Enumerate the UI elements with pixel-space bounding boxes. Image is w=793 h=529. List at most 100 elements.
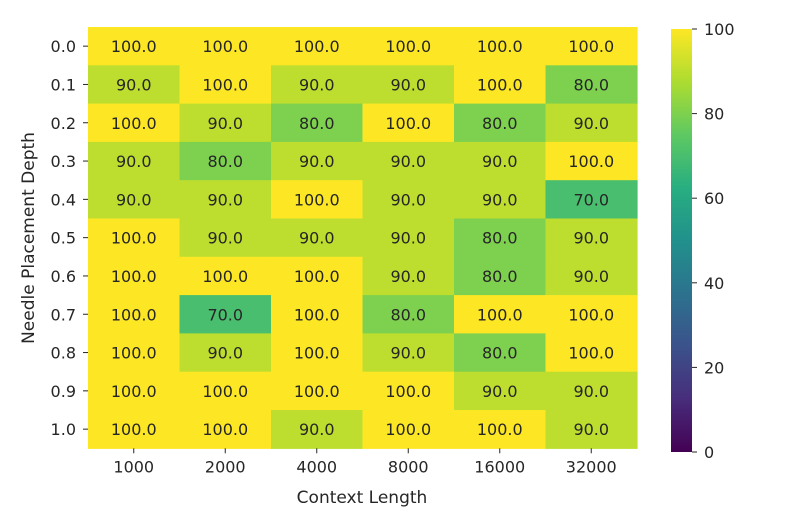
- cell-value-label: 80.0: [299, 114, 335, 133]
- y-tick-label: 0.0: [51, 37, 76, 56]
- heatmap-cell: [271, 295, 364, 334]
- cell-value-label: 100.0: [202, 420, 248, 439]
- heatmap-cell: [545, 103, 638, 143]
- cell-value-label: 100.0: [477, 420, 523, 439]
- heatmap-cells: [88, 27, 638, 449]
- y-tick-label: 0.4: [51, 190, 76, 209]
- heatmap-cell: [88, 371, 181, 411]
- cell-value-label: 100.0: [568, 305, 614, 324]
- cell-value-label: 100.0: [385, 420, 431, 439]
- heatmap-cell: [362, 141, 455, 181]
- cell-value-label: 100.0: [568, 152, 614, 171]
- heatmap-cell: [88, 410, 181, 449]
- heatmap-cell: [179, 103, 272, 143]
- cell-value-label: 90.0: [482, 190, 518, 209]
- cell-value-label: 100.0: [477, 37, 523, 56]
- heatmap-cell: [454, 371, 547, 411]
- cell-value-label: 100.0: [202, 37, 248, 56]
- heatmap-cell: [271, 256, 364, 296]
- heatmap-cell: [88, 103, 181, 143]
- x-tick-label: 4000: [296, 457, 337, 476]
- y-tick-label: 0.6: [51, 267, 76, 286]
- colorbar-tick-label: 20: [704, 358, 724, 377]
- cell-value-label: 100.0: [294, 344, 340, 363]
- heatmap-cell: [271, 218, 364, 258]
- cell-value-label: 90.0: [299, 229, 335, 248]
- cell-value-label: 100.0: [111, 267, 157, 286]
- heatmap-cell: [179, 218, 272, 258]
- y-tick-label: 0.3: [51, 152, 76, 171]
- heatmap-cell-labels: 100.0 100.0 100.0 100.0 100.0 100.0 90.0 100.0 9…: [111, 37, 614, 439]
- cell-value-label: 90.0: [299, 420, 335, 439]
- heatmap-cell: [271, 141, 364, 181]
- heatmap-cell: [179, 27, 272, 66]
- heatmap-cell: [362, 180, 455, 220]
- heatmap-cell: [362, 295, 455, 334]
- heatmap-cell: [545, 371, 638, 411]
- heatmap-cell: [545, 218, 638, 258]
- heatmap-cell: [271, 371, 364, 411]
- cell-value-label: 80.0: [482, 267, 518, 286]
- cell-value-label: 90.0: [390, 267, 426, 286]
- colorbar-tick-label: 60: [704, 189, 724, 208]
- y-tick-label: 0.2: [51, 114, 76, 133]
- cell-value-label: 100.0: [111, 305, 157, 324]
- cell-value-label: 90.0: [573, 382, 609, 401]
- x-tick-label: 32000: [566, 457, 617, 476]
- heatmap-cell: [545, 295, 638, 334]
- cell-value-label: 90.0: [573, 267, 609, 286]
- cell-value-label: 100.0: [294, 267, 340, 286]
- heatmap-cell: [88, 65, 181, 105]
- heatmap-cell: [88, 256, 181, 296]
- heatmap-cell: [179, 256, 272, 296]
- y-axis-label: Needle Placement Depth: [19, 132, 39, 344]
- heatmap-cell: [88, 141, 181, 181]
- heatmap-cell: [179, 295, 272, 334]
- heatmap-cell: [362, 65, 455, 105]
- cell-value-label: 100.0: [294, 305, 340, 324]
- heatmap-cell: [454, 141, 547, 181]
- y-tick-label: 1.0: [51, 420, 76, 439]
- cell-value-label: 90.0: [390, 229, 426, 248]
- heatmap-cell: [362, 103, 455, 143]
- cell-value-label: 90.0: [299, 152, 335, 171]
- cell-value-label: 90.0: [116, 75, 152, 94]
- cell-value-label: 90.0: [299, 75, 335, 94]
- cell-value-label: 100.0: [111, 420, 157, 439]
- cell-value-label: 90.0: [390, 75, 426, 94]
- heatmap-cell: [454, 65, 547, 105]
- y-tick-label: 0.7: [51, 305, 76, 324]
- cell-value-label: 100.0: [111, 37, 157, 56]
- cell-value-label: 90.0: [207, 344, 243, 363]
- x-axis-label: Context Length: [297, 488, 428, 508]
- cell-value-label: 100.0: [385, 114, 431, 133]
- cell-value-label: 80.0: [207, 152, 243, 171]
- heatmap-cell: [454, 256, 547, 296]
- heatmap-cell: [271, 27, 364, 66]
- heatmap-cell: [545, 333, 638, 373]
- cell-value-label: 100.0: [111, 229, 157, 248]
- heatmap-cell: [88, 333, 181, 373]
- x-tick-label: 8000: [388, 457, 429, 476]
- cell-value-label: 80.0: [482, 114, 518, 133]
- cell-value-label: 80.0: [482, 344, 518, 363]
- heatmap-cell: [271, 103, 364, 143]
- heatmap-cell: [545, 27, 638, 66]
- cell-value-label: 100.0: [202, 267, 248, 286]
- heatmap-cell: [454, 333, 547, 373]
- cell-value-label: 90.0: [207, 114, 243, 133]
- cell-value-label: 100.0: [111, 382, 157, 401]
- cell-value-label: 90.0: [573, 114, 609, 133]
- heatmap-cell: [545, 410, 638, 449]
- heatmap-cell: [88, 218, 181, 258]
- cell-value-label: 90.0: [390, 190, 426, 209]
- cell-value-label: 100.0: [477, 305, 523, 324]
- x-tick-label: 16000: [474, 457, 525, 476]
- cell-value-label: 80.0: [390, 305, 426, 324]
- heatmap-cell: [545, 180, 638, 220]
- heatmap-cell: [88, 27, 181, 66]
- cell-value-label: 70.0: [573, 190, 609, 209]
- heatmap-cell: [179, 410, 272, 449]
- cell-value-label: 90.0: [207, 190, 243, 209]
